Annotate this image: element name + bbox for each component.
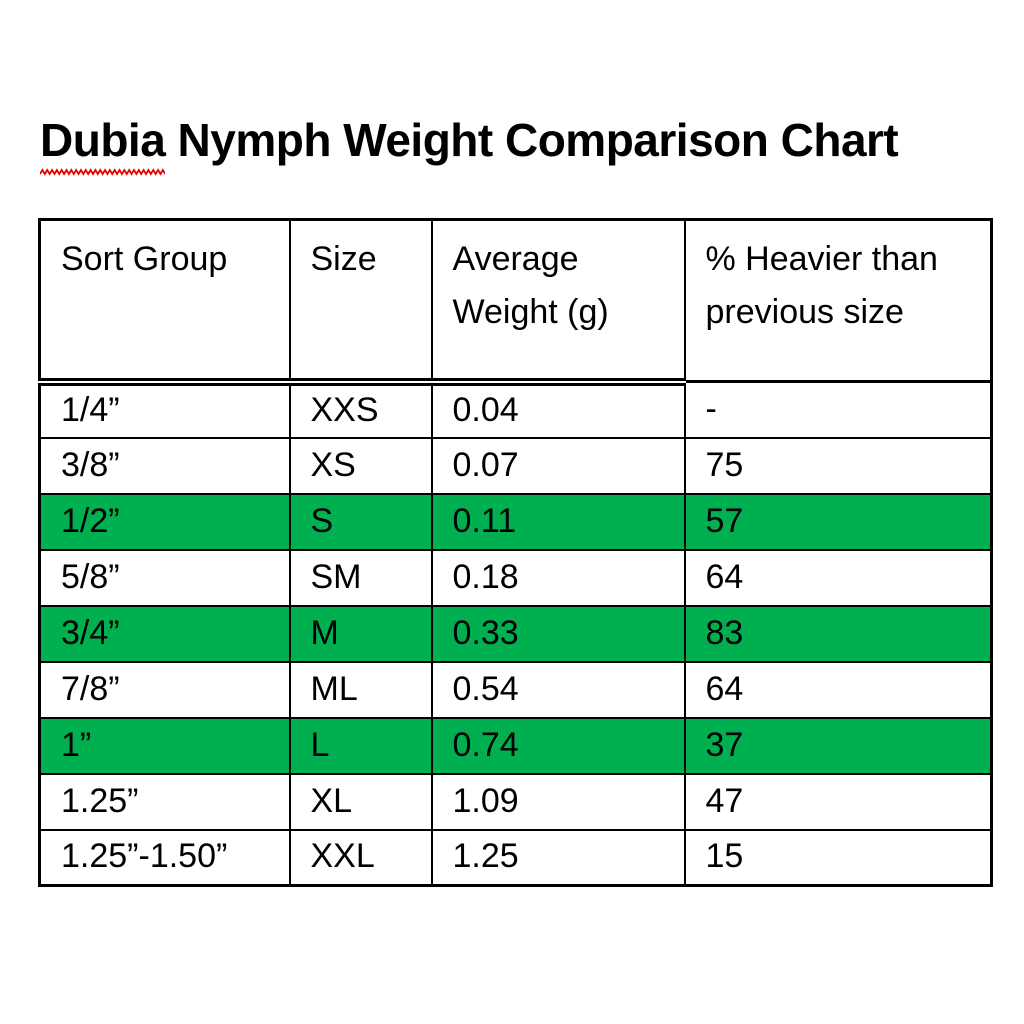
title-flagged-word: Dubia bbox=[40, 114, 166, 176]
cell-size: M bbox=[288, 604, 433, 663]
cell-sort-group: 1.25”-1.50” bbox=[38, 828, 291, 887]
cell-sort-group: 1/2” bbox=[38, 492, 291, 551]
cell-percent-heavier: - bbox=[683, 380, 993, 439]
table-row: 3/8” XS 0.07 75 bbox=[38, 436, 993, 495]
cell-average-weight: 1.09 bbox=[430, 772, 686, 831]
weight-comparison-table: Sort Group Size Average Weight (g) % Hea… bbox=[38, 218, 993, 887]
cell-average-weight: 0.54 bbox=[430, 660, 686, 719]
table-row: 3/4” M 0.33 83 bbox=[38, 604, 993, 663]
cell-average-weight: 0.33 bbox=[430, 604, 686, 663]
column-header-average-weight: Average Weight (g) bbox=[430, 218, 686, 386]
cell-percent-heavier: 37 bbox=[683, 716, 993, 775]
table-row: 7/8” ML 0.54 64 bbox=[38, 660, 993, 719]
column-header-sort-group: Sort Group bbox=[38, 218, 291, 386]
cell-size: XS bbox=[288, 436, 433, 495]
table-row: 1.25”-1.50” XXL 1.25 15 bbox=[38, 828, 993, 887]
cell-average-weight: 0.11 bbox=[430, 492, 686, 551]
cell-size: S bbox=[288, 492, 433, 551]
table-row: 1.25” XL 1.09 47 bbox=[38, 772, 993, 831]
table-row: 1” L 0.74 37 bbox=[38, 716, 993, 775]
cell-average-weight: 1.25 bbox=[430, 828, 686, 887]
cell-sort-group: 7/8” bbox=[38, 660, 291, 719]
cell-sort-group: 1” bbox=[38, 716, 291, 775]
page-title: Dubia Nymph Weight Comparison Chart bbox=[40, 114, 899, 176]
cell-percent-heavier: 83 bbox=[683, 604, 993, 663]
cell-average-weight: 0.07 bbox=[430, 436, 686, 495]
title-rest-text: Nymph Weight Comparison Chart bbox=[165, 114, 899, 166]
cell-percent-heavier: 64 bbox=[683, 660, 993, 719]
cell-percent-heavier: 57 bbox=[683, 492, 993, 551]
cell-sort-group: 1.25” bbox=[38, 772, 291, 831]
title-flagged-word-text: Dubia bbox=[40, 114, 166, 166]
cell-percent-heavier: 15 bbox=[683, 828, 993, 887]
cell-average-weight: 0.18 bbox=[430, 548, 686, 607]
spellcheck-squiggle-underline bbox=[40, 168, 166, 176]
table-row: 1/2” S 0.11 57 bbox=[38, 492, 993, 551]
cell-sort-group: 1/4” bbox=[38, 380, 291, 439]
column-header-percent-heavier: % Heavier than previous size bbox=[683, 218, 993, 383]
cell-average-weight: 0.74 bbox=[430, 716, 686, 775]
cell-sort-group: 3/8” bbox=[38, 436, 291, 495]
cell-size: XXS bbox=[288, 380, 433, 439]
table-row: 1/4” XXS 0.04 - bbox=[38, 380, 993, 439]
table-row: 5/8” SM 0.18 64 bbox=[38, 548, 993, 607]
cell-percent-heavier: 47 bbox=[683, 772, 993, 831]
header-row: Sort Group Size Average Weight (g) % Hea… bbox=[38, 218, 993, 386]
cell-size: ML bbox=[288, 660, 433, 719]
cell-size: XL bbox=[288, 772, 433, 831]
cell-sort-group: 5/8” bbox=[38, 548, 291, 607]
column-header-size: Size bbox=[288, 218, 433, 386]
cell-percent-heavier: 75 bbox=[683, 436, 993, 495]
cell-sort-group: 3/4” bbox=[38, 604, 291, 663]
cell-size: SM bbox=[288, 548, 433, 607]
cell-size: L bbox=[288, 716, 433, 775]
cell-size: XXL bbox=[288, 828, 433, 887]
cell-percent-heavier: 64 bbox=[683, 548, 993, 607]
cell-average-weight: 0.04 bbox=[430, 380, 686, 439]
